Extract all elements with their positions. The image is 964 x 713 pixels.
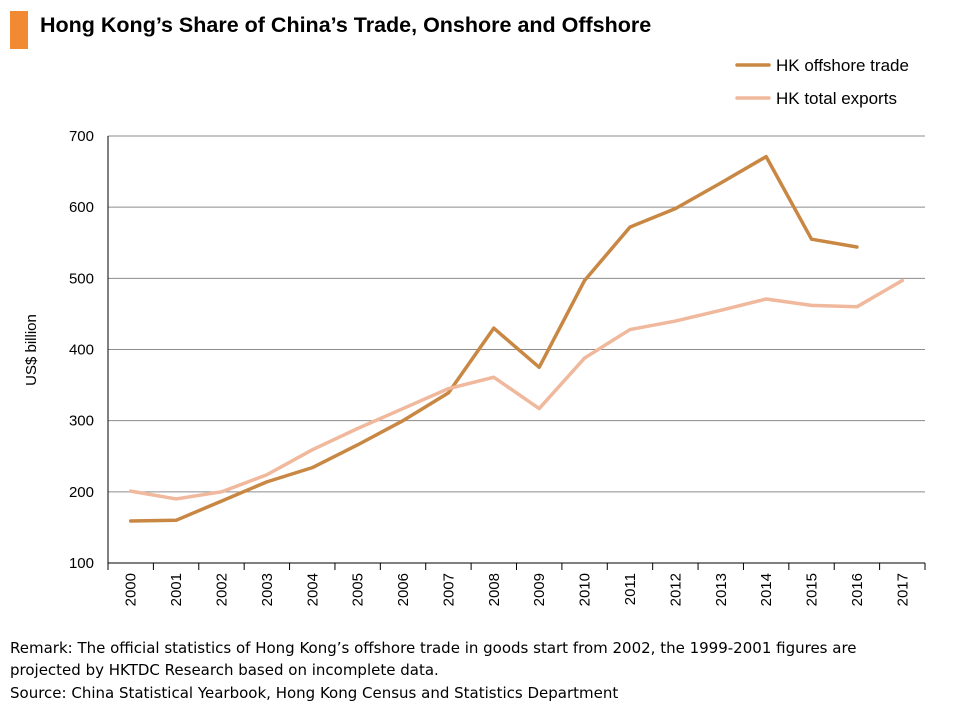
data-point — [219, 490, 223, 494]
data-point — [492, 326, 496, 330]
x-tick-label: 2016 — [849, 573, 866, 606]
remark-line-1: Remark: The official statistics of Hong … — [10, 639, 857, 657]
legend-label: HK total exports — [776, 89, 897, 108]
data-point — [583, 278, 587, 282]
data-point — [356, 426, 360, 430]
data-point — [537, 407, 541, 411]
source-note: Source: China Statistical Yearbook, Hong… — [10, 684, 619, 702]
x-tick-label: 2011 — [622, 573, 639, 605]
y-tick-label: 700 — [69, 128, 94, 145]
series-lines — [128, 154, 905, 523]
y-tick-label: 500 — [69, 270, 94, 287]
data-point — [628, 328, 632, 332]
x-tick-label: 2017 — [894, 573, 911, 606]
data-point — [810, 237, 814, 241]
x-tick-label: 2003 — [259, 573, 276, 606]
series-line-total-exports — [128, 278, 905, 501]
data-point — [673, 319, 677, 323]
data-point — [719, 181, 723, 185]
legend-label: HK offshore trade — [776, 56, 909, 75]
data-point — [719, 308, 723, 312]
x-tick-label: 2005 — [350, 573, 367, 606]
data-point — [855, 245, 859, 249]
x-tick-label: 2010 — [577, 573, 594, 606]
x-tick-label: 2012 — [667, 573, 684, 606]
x-tick-label: 2014 — [758, 573, 775, 606]
x-tick-label: 2000 — [123, 573, 140, 606]
data-point — [401, 407, 405, 411]
data-point — [129, 489, 133, 493]
data-point — [764, 297, 768, 301]
series-line-offshore-trade — [128, 154, 859, 523]
data-point — [855, 305, 859, 309]
x-tick-label: 2001 — [168, 573, 185, 606]
data-point — [310, 448, 314, 452]
y-tick-label: 600 — [69, 199, 94, 216]
data-point — [129, 519, 133, 523]
data-point — [174, 497, 178, 501]
data-point — [174, 518, 178, 522]
x-tick-label: 2013 — [713, 573, 730, 606]
y-tick-label: 300 — [69, 413, 94, 430]
data-point — [265, 480, 269, 484]
x-tick-label: 2006 — [395, 573, 412, 606]
data-point — [446, 387, 450, 391]
data-point — [764, 155, 768, 159]
data-point — [628, 225, 632, 229]
gridlines — [108, 135, 925, 493]
data-point — [446, 391, 450, 395]
x-tick-label: 2007 — [440, 573, 457, 606]
data-point — [219, 499, 223, 503]
data-point — [673, 207, 677, 211]
data-point — [492, 375, 496, 379]
y-tick-label: 400 — [69, 342, 94, 359]
x-tick-label: 2015 — [804, 573, 821, 606]
data-point — [265, 473, 269, 477]
data-point — [583, 356, 587, 360]
data-point — [810, 303, 814, 307]
data-point — [537, 365, 541, 369]
x-tick-label: 2009 — [531, 573, 548, 606]
chart-title: Hong Kong’s Share of China’s Trade, Onsh… — [40, 13, 652, 37]
y-tick-label: 100 — [69, 555, 94, 572]
y-tick-label: 200 — [69, 484, 94, 501]
data-point — [356, 443, 360, 447]
data-point — [310, 466, 314, 470]
y-axis-label: US$ billion — [23, 314, 40, 386]
title-accent-bar — [10, 11, 28, 49]
x-tick-label: 2002 — [213, 573, 230, 606]
x-tick-label: 2004 — [304, 573, 321, 606]
data-point — [900, 278, 904, 282]
legend: HK offshore trade HK total exports — [735, 56, 909, 108]
data-point — [401, 419, 405, 423]
axes: 100 200 300 400 500 600 700 2000 2001 2002 2003 200… — [69, 128, 926, 606]
x-tick-label: 2008 — [486, 573, 503, 606]
remark-line-2: projected by HKTDC Research based on inc… — [10, 661, 439, 679]
